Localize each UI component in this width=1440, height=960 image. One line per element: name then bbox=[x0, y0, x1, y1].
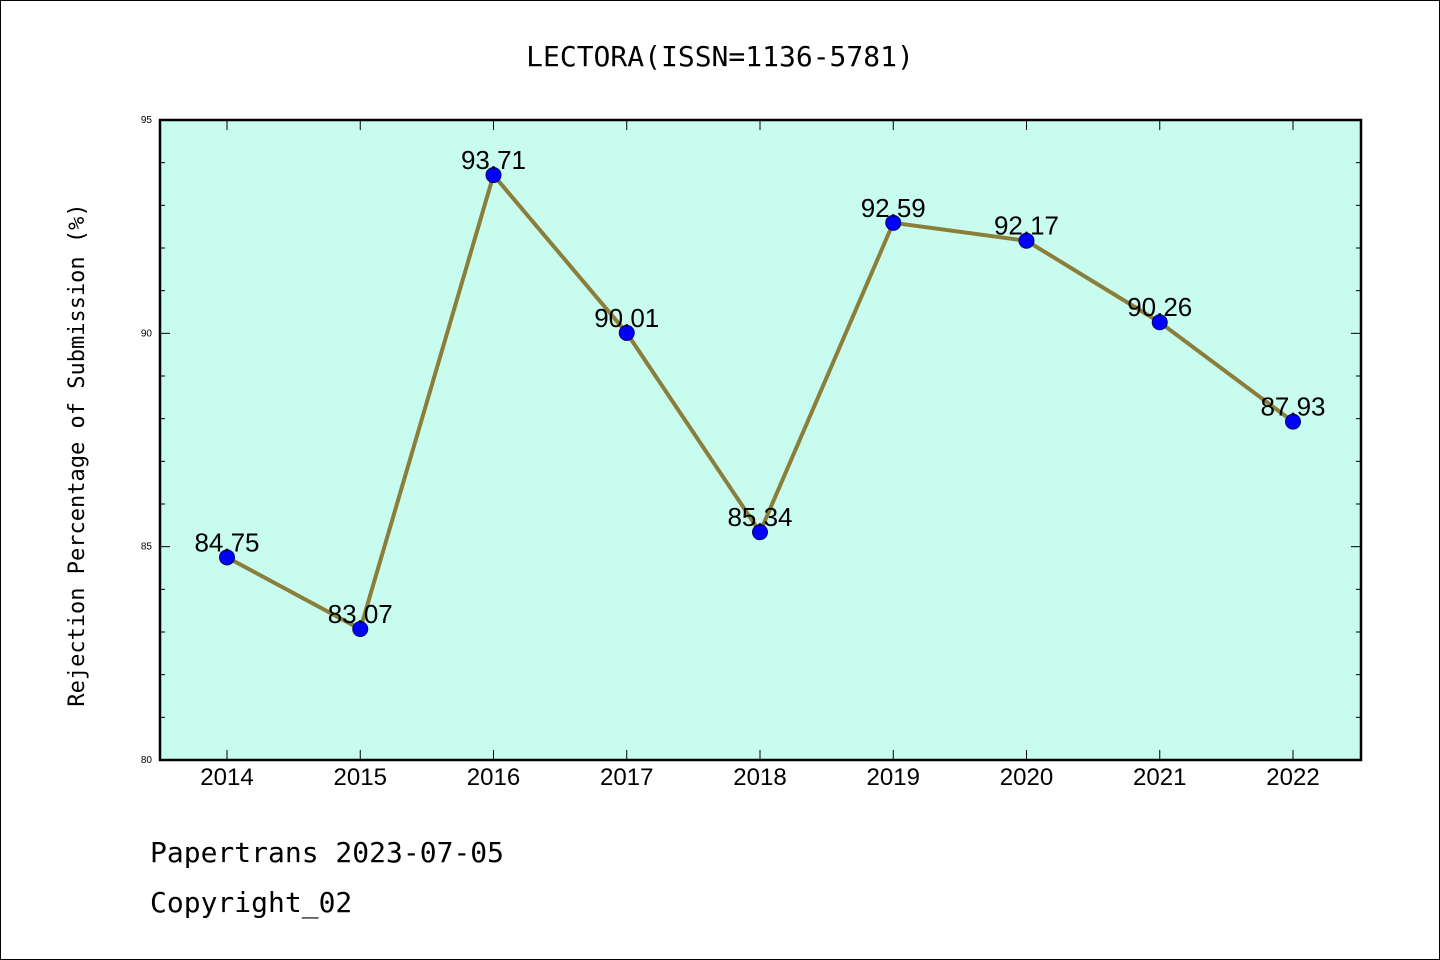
x-tick-label: 2017 bbox=[600, 764, 653, 791]
data-label-2015: 83.07 bbox=[328, 599, 393, 629]
x-tick-label: 2014 bbox=[200, 764, 253, 791]
data-label-2016: 93.71 bbox=[461, 145, 526, 175]
data-point-2021 bbox=[1151, 314, 1168, 331]
data-label-2019: 92.59 bbox=[861, 193, 926, 223]
data-point-2022 bbox=[1285, 413, 1301, 430]
y-tick-label: 80 bbox=[141, 755, 153, 766]
data-label-2022: 87.93 bbox=[1260, 392, 1325, 422]
y-tick-label: 85 bbox=[141, 542, 153, 553]
data-point-2018 bbox=[752, 524, 768, 541]
y-tick-label: 90 bbox=[141, 328, 153, 339]
data-label-2018: 85.34 bbox=[727, 502, 792, 532]
data-label-2014: 84.75 bbox=[194, 527, 259, 557]
x-tick-label: 2022 bbox=[1266, 764, 1319, 791]
data-label-2020: 92.17 bbox=[994, 211, 1059, 241]
y-axis-label: Rejection Percentage of Submission (%) bbox=[65, 203, 90, 706]
data-point-2015 bbox=[352, 621, 369, 638]
footer-copyright: Copyright_02 bbox=[150, 886, 353, 919]
data-labels: 84.75 83.07 93.71 90.01 85.34 92.59 92.17 90.26… bbox=[194, 145, 1325, 629]
data-label-2021: 90.26 bbox=[1127, 292, 1192, 322]
plot-area bbox=[158, 118, 1363, 762]
y-tick-label: 95 bbox=[141, 115, 153, 126]
y-axis-ticks: 80 85 90 95 bbox=[141, 115, 1361, 766]
data-point-2016 bbox=[485, 167, 502, 184]
x-tick-label: 2016 bbox=[467, 764, 520, 791]
chart-title: LECTORA(ISSN=1136-5781) bbox=[526, 40, 914, 73]
data-label-2017: 90.01 bbox=[594, 303, 659, 333]
footer-date: Papertrans 2023-07-05 bbox=[150, 836, 505, 869]
data-point-2019 bbox=[885, 214, 902, 231]
data-point-2014 bbox=[219, 549, 235, 566]
series-markers bbox=[219, 167, 1301, 638]
x-tick-label: 2021 bbox=[1133, 764, 1186, 791]
x-tick-label: 2019 bbox=[867, 764, 920, 791]
data-point-2020 bbox=[1018, 232, 1035, 249]
x-tick-label: 2018 bbox=[733, 764, 786, 791]
x-tick-label: 2020 bbox=[1000, 764, 1053, 791]
x-axis-ticks: 2014 2015 2016 2017 2018 2019 2020 2021 2022 bbox=[200, 120, 1320, 791]
x-tick-label: 2015 bbox=[334, 764, 387, 791]
data-point-2017 bbox=[618, 324, 635, 341]
